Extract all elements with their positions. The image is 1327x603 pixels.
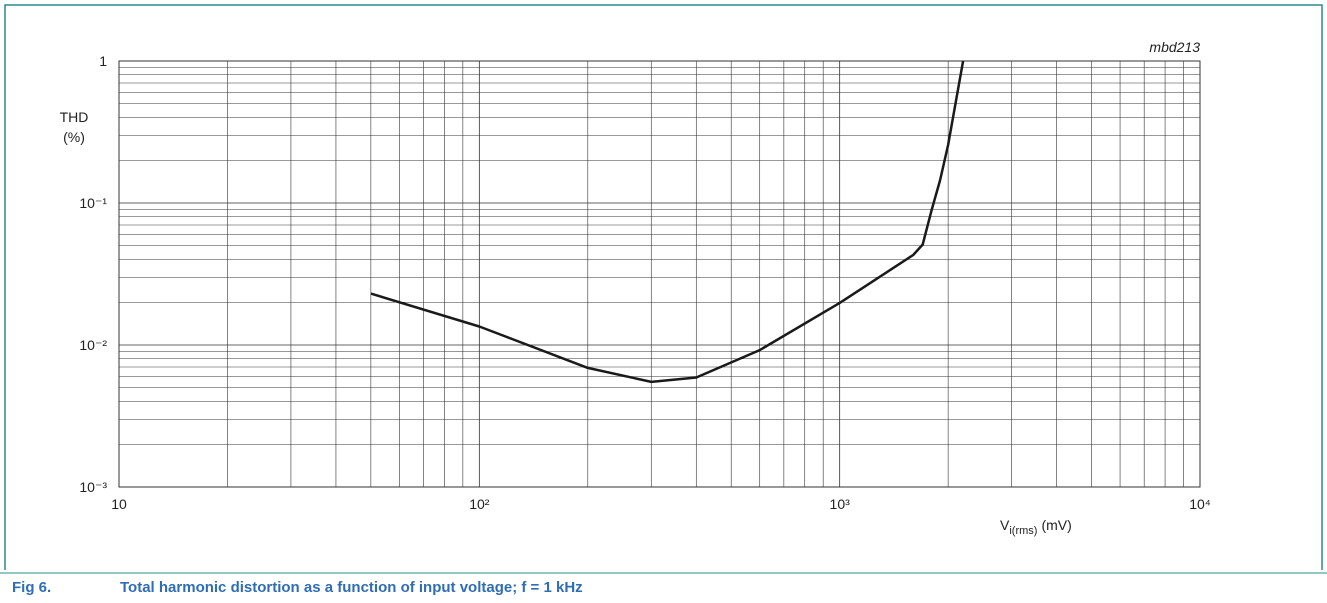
- y-axis-label: (%): [63, 129, 85, 145]
- frame: [4, 4, 1323, 570]
- y-tick-label: 10⁻²: [79, 337, 107, 353]
- y-tick-label: 10⁻¹: [79, 195, 107, 211]
- x-tick-label: 10⁴: [1189, 496, 1211, 512]
- caption-number: Fig 6.: [12, 579, 51, 596]
- caption-text: Total harmonic distortion as a function …: [120, 579, 583, 596]
- thd-curve: [370, 60, 965, 384]
- y-tick-label: 10⁻³: [79, 479, 107, 495]
- plot-border: [118, 60, 1201, 488]
- x-axis-label: Vi(rms) (mV): [1000, 517, 1072, 537]
- x-axis-label-main: V: [1000, 517, 1010, 533]
- x-axis-label-sub: i(rms): [1009, 525, 1037, 537]
- y-axis-label: THD: [60, 109, 89, 125]
- x-axis-label-unit: (mV): [1041, 517, 1071, 533]
- y-tick-label: 1: [99, 53, 107, 69]
- figure-code: mbd213: [1149, 39, 1200, 55]
- x-tick-label: 10: [111, 496, 127, 512]
- x-tick-label: 10²: [469, 496, 490, 512]
- x-tick-label: 10³: [830, 496, 851, 512]
